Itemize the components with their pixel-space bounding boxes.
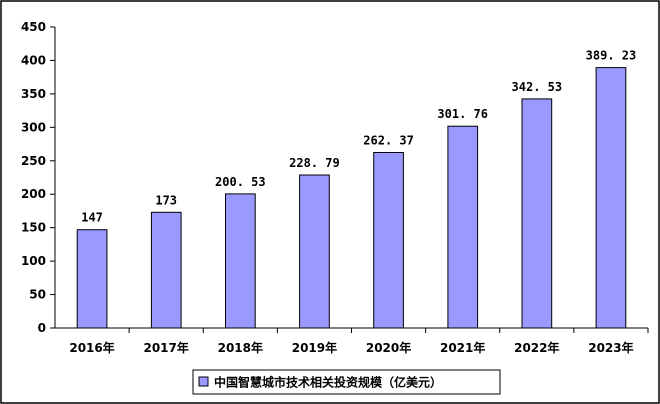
x-tick-label: 2021年 bbox=[440, 340, 485, 355]
bar-2020年 bbox=[373, 152, 404, 329]
legend: 中国智慧城市技术相关投资规模（亿美元） bbox=[192, 369, 501, 395]
x-tick-label: 2017年 bbox=[143, 340, 188, 355]
x-tick-label: 2020年 bbox=[366, 340, 411, 355]
bar-2018年 bbox=[225, 193, 256, 329]
y-tick-label: 250 bbox=[21, 154, 46, 168]
bars bbox=[76, 67, 627, 329]
bar-2016年 bbox=[76, 229, 108, 329]
y-tick-label: 400 bbox=[21, 53, 46, 67]
y-tick-label: 100 bbox=[21, 254, 46, 268]
x-tick-label: 2022年 bbox=[514, 340, 559, 355]
data-label: 262. 37 bbox=[363, 134, 414, 148]
x-tick-label: 2019年 bbox=[292, 340, 337, 355]
x-tick-label: 2016年 bbox=[69, 340, 114, 355]
data-labels: 147 173 200. 53 228. 79 262. 37 301. 76 342. 5… bbox=[81, 49, 636, 225]
x-tick-label: 2018年 bbox=[218, 340, 263, 355]
y-tick-label: 200 bbox=[21, 187, 46, 201]
data-label: 301. 76 bbox=[437, 107, 488, 121]
y-tick-label: 0 bbox=[38, 321, 46, 335]
data-label: 228. 79 bbox=[289, 156, 340, 170]
y-tick-label: 150 bbox=[21, 221, 46, 235]
y-tick-label: 50 bbox=[29, 288, 46, 302]
data-label: 147 bbox=[81, 211, 103, 225]
bar-2023年 bbox=[595, 67, 627, 329]
y-tick-label: 450 bbox=[21, 20, 46, 34]
bar-2017年 bbox=[150, 211, 182, 329]
bar-2022年 bbox=[521, 98, 553, 329]
data-label: 200. 53 bbox=[215, 175, 266, 189]
bar-2019年 bbox=[299, 174, 330, 329]
data-label: 389. 23 bbox=[586, 49, 637, 63]
bar-2021年 bbox=[447, 125, 479, 329]
legend-box bbox=[192, 369, 501, 395]
legend-swatch bbox=[198, 376, 209, 387]
x-tick-label: 2023年 bbox=[588, 340, 633, 355]
y-tick-label: 300 bbox=[21, 120, 46, 134]
data-label: 173 bbox=[155, 193, 177, 207]
data-label: 342. 53 bbox=[512, 80, 563, 94]
y-tick-label: 350 bbox=[21, 87, 46, 101]
legend-label: 中国智慧城市技术相关投资规模（亿美元） bbox=[214, 375, 442, 390]
